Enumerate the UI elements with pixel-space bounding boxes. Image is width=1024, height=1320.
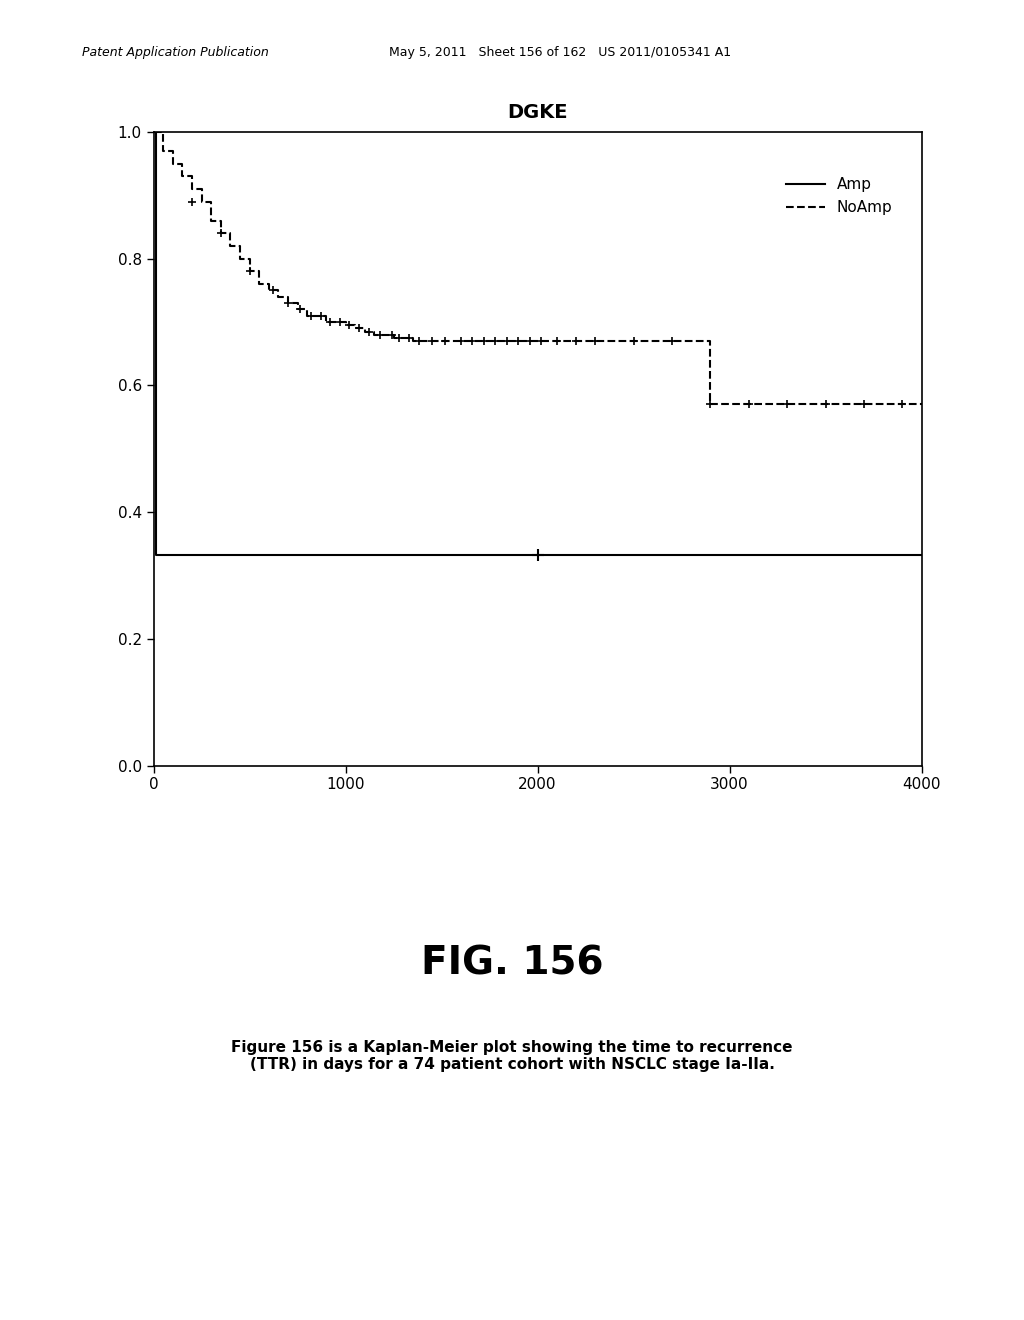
NoAmp — [253, 276, 265, 292]
NoAmp — [272, 289, 285, 305]
NoAmp — [330, 314, 342, 330]
NoAmp — [915, 396, 928, 412]
NoAmp — [233, 251, 246, 267]
NoAmp — [455, 333, 467, 348]
Line: Amp: Amp — [154, 132, 922, 554]
NoAmp — [378, 327, 390, 343]
NoAmp — [397, 330, 410, 346]
NoAmp — [215, 226, 227, 242]
NoAmp — [176, 169, 188, 185]
NoAmp — [282, 296, 294, 312]
NoAmp — [292, 301, 304, 317]
NoAmp — [685, 333, 697, 348]
NoAmp — [147, 124, 160, 140]
NoAmp — [369, 327, 381, 343]
NoAmp — [877, 396, 889, 412]
NoAmp — [608, 333, 621, 348]
NoAmp — [551, 333, 563, 348]
NoAmp — [186, 181, 199, 197]
Amp — [150, 546, 162, 562]
Text: FIG. 156: FIG. 156 — [421, 945, 603, 982]
NoAmp — [244, 264, 256, 280]
NoAmp — [310, 308, 323, 323]
NoAmp — [531, 333, 544, 348]
Legend: Amp, NoAmp: Amp, NoAmp — [780, 172, 899, 222]
NoAmp — [205, 213, 217, 228]
NoAmp — [647, 333, 659, 348]
NoAmp — [262, 282, 274, 298]
NoAmp — [407, 333, 419, 348]
NoAmp — [723, 396, 735, 412]
NoAmp — [512, 333, 524, 348]
Line: NoAmp: NoAmp — [154, 132, 922, 404]
NoAmp — [666, 333, 678, 348]
Text: May 5, 2011   Sheet 156 of 162   US 2011/0105341 A1: May 5, 2011 Sheet 156 of 162 US 2011/010… — [389, 46, 731, 59]
Text: Figure 156 is a Kaplan-Meier plot showing the time to recurrence
(TTR) in days f: Figure 156 is a Kaplan-Meier plot showin… — [231, 1040, 793, 1072]
NoAmp — [340, 317, 352, 333]
NoAmp — [157, 143, 169, 158]
NoAmp — [196, 194, 208, 210]
NoAmp — [589, 333, 601, 348]
NoAmp — [321, 314, 333, 330]
NoAmp — [839, 396, 851, 412]
NoAmp — [224, 238, 237, 253]
NoAmp — [435, 333, 447, 348]
Title: DGKE: DGKE — [507, 103, 568, 123]
Text: Patent Application Publication: Patent Application Publication — [82, 46, 268, 59]
NoAmp — [628, 333, 640, 348]
NoAmp — [416, 333, 428, 348]
NoAmp — [167, 156, 179, 172]
NoAmp — [301, 308, 313, 323]
NoAmp — [705, 396, 717, 412]
Amp — [147, 124, 160, 140]
NoAmp — [762, 396, 774, 412]
Amp — [915, 546, 928, 562]
NoAmp — [569, 333, 582, 348]
NoAmp — [494, 333, 506, 348]
NoAmp — [474, 333, 486, 348]
NoAmp — [349, 321, 361, 337]
NoAmp — [358, 323, 371, 339]
NoAmp — [387, 330, 399, 346]
NoAmp — [801, 396, 813, 412]
